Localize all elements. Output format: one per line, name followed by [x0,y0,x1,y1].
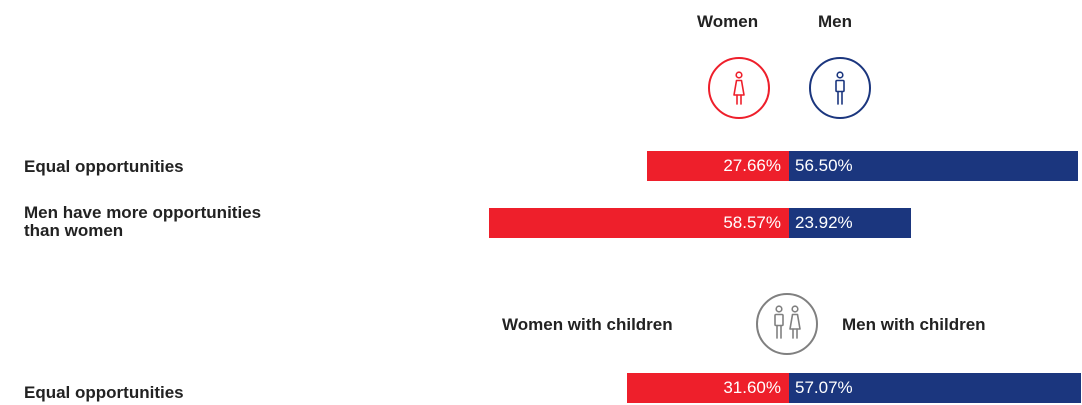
bar-men-with-children-equal: 57.07% [789,373,1082,403]
legend-women: Women [697,12,759,31]
legend-men-with-children: Men with children [842,315,986,334]
bar-label-women-with-children-equal: 31.60% [723,378,781,397]
row-label-equal-opportunities: Equal opportunities [24,157,184,176]
woman-icon [708,57,770,119]
bar-label-men-men-more: 23.92% [795,213,853,232]
bar-women-men-more: 58.57% [489,208,789,238]
bar-men-men-more: 23.92% [789,208,912,238]
bar-women-equal: 27.66% [647,151,789,181]
bar-women-with-children-equal: 31.60% [627,373,789,403]
parents-icon [756,293,818,355]
legend-men: Men [818,12,852,31]
bar-label-women-equal: 27.66% [723,156,781,175]
man-icon [809,57,871,119]
row-label-men-more-line-2: than women [24,221,124,240]
bar-label-women-men-more: 58.57% [723,213,781,232]
bar-label-men-equal: 56.50% [795,156,853,175]
row-label-men-more-line-1: Men have more opportunities [24,203,262,222]
bar-men-equal: 56.50% [789,151,1079,181]
bar-label-men-with-children-equal: 57.07% [795,378,853,397]
row-label-equal-opportunities-parents: Equal opportunities [24,383,184,402]
legend-women-with-children: Women with children [502,315,673,334]
